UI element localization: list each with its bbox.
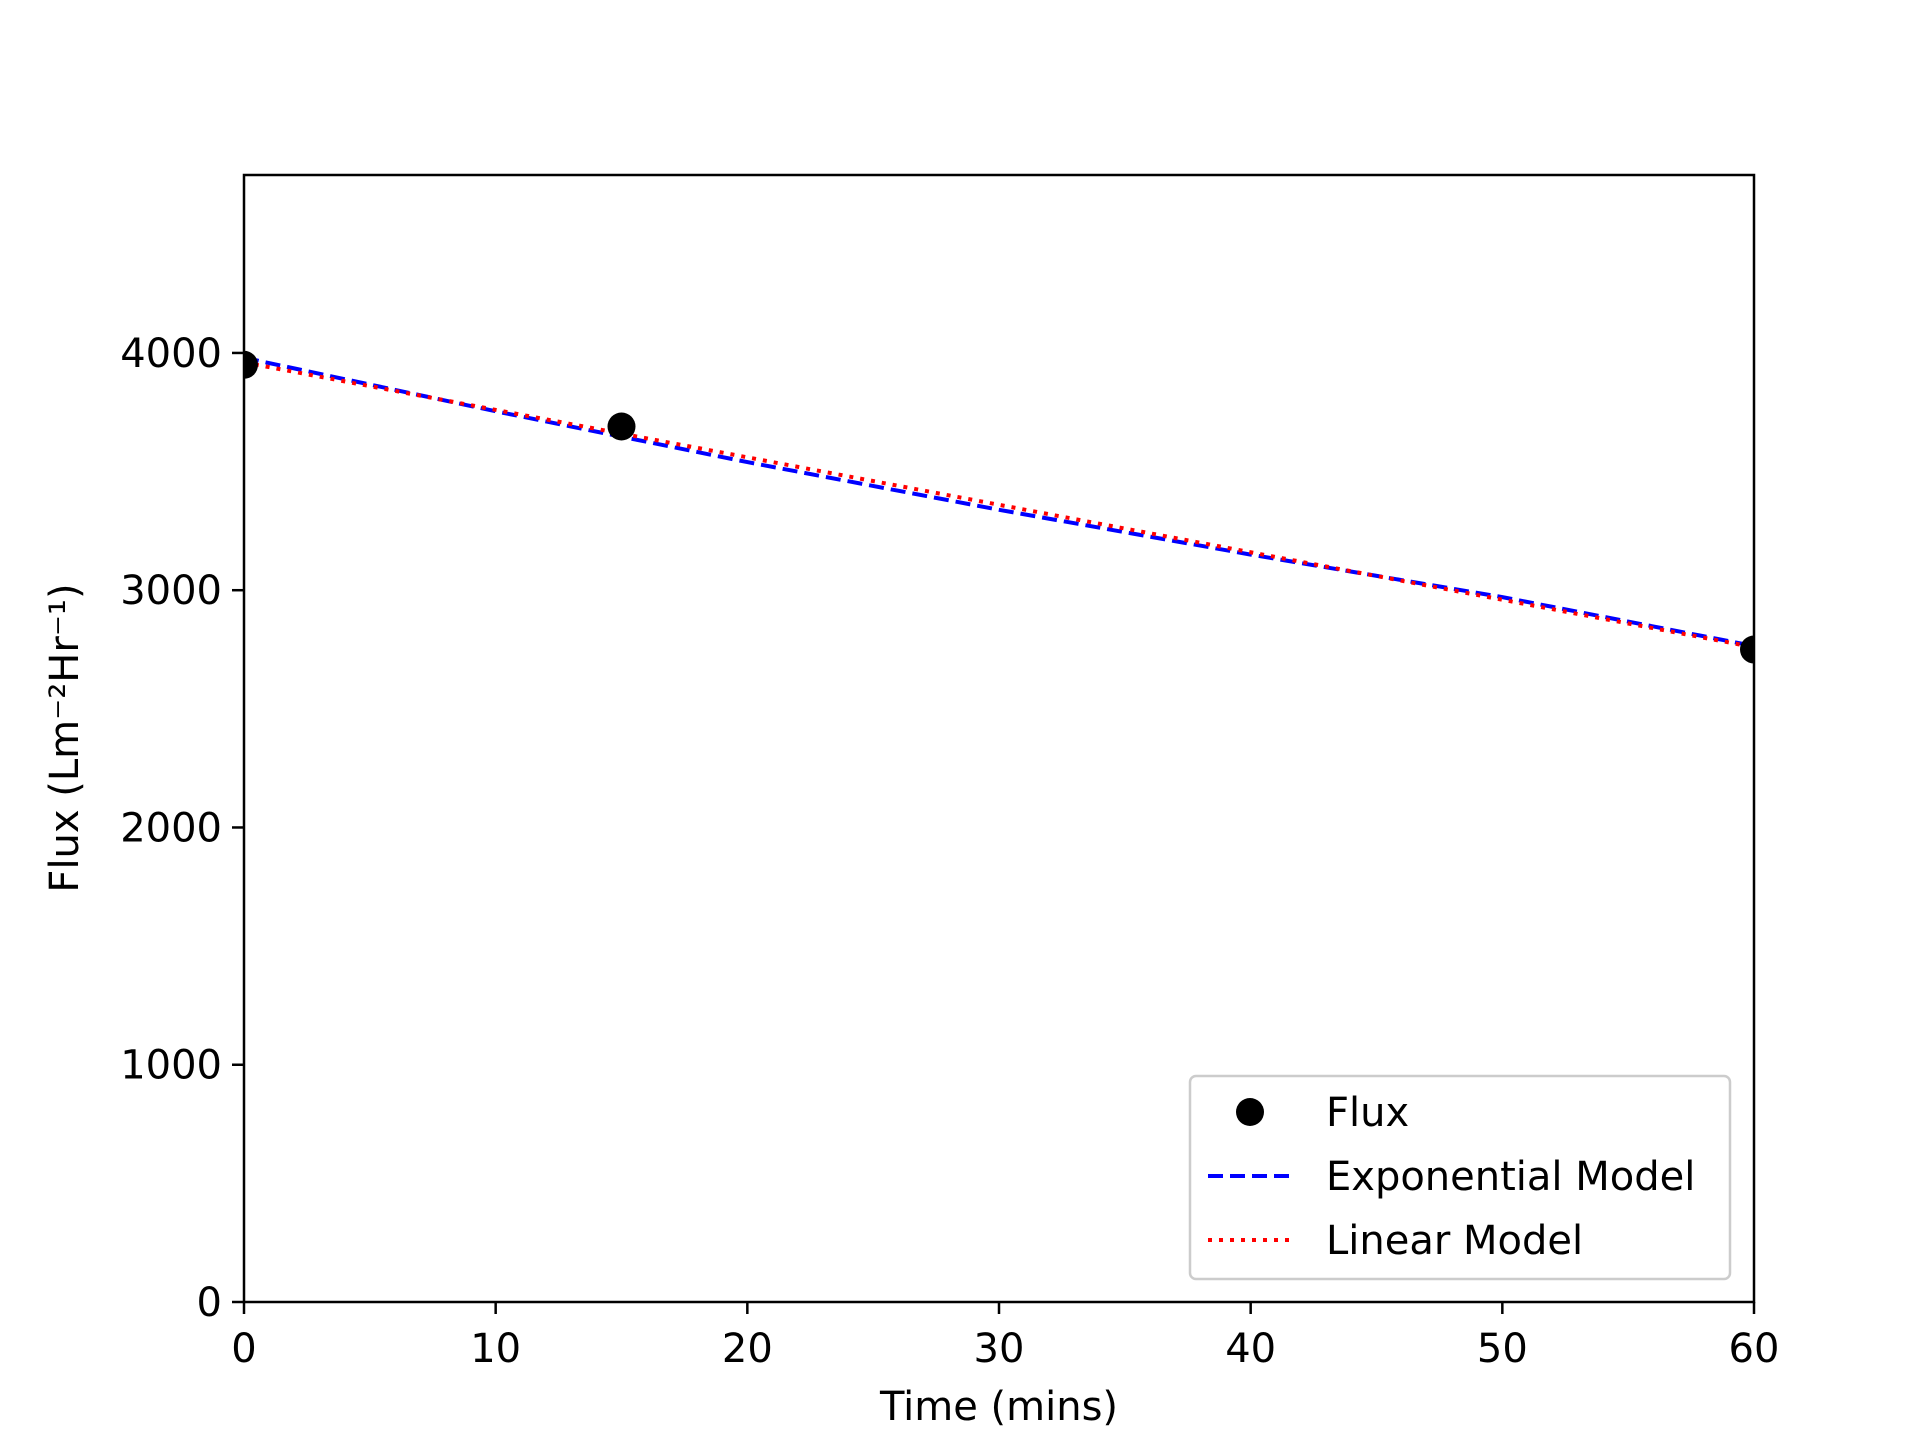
flux-point xyxy=(244,350,258,379)
x-axis-title: Time (mins) xyxy=(879,1384,1118,1430)
flux-point xyxy=(607,412,636,441)
x-tick-label: 30 xyxy=(974,1326,1025,1372)
x-tick-label: 60 xyxy=(1729,1326,1780,1372)
y-axis-title: Flux (Lm⁻²Hr⁻¹) xyxy=(42,583,88,892)
legend-box xyxy=(1188,1074,1732,1281)
x-tick-label: 10 xyxy=(470,1326,521,1372)
x-tick-label: 20 xyxy=(722,1326,773,1372)
legend-label-flux: Flux xyxy=(1326,1090,1409,1136)
linear-model-line xyxy=(244,360,1754,650)
y-axis: 0 1000 2000 3000 4000 xyxy=(120,331,244,1326)
x-tick-label: 50 xyxy=(1477,1326,1528,1372)
y-tick-label: 1000 xyxy=(120,1043,222,1089)
y-tick-label: 2000 xyxy=(120,805,222,851)
exponential-model-line xyxy=(244,355,1754,648)
legend-label-exponential: Exponential Model xyxy=(1326,1154,1695,1200)
x-tick-label: 0 xyxy=(231,1326,256,1372)
legend-flux-marker xyxy=(1236,1098,1264,1126)
x-axis: 0 10 20 30 40 50 60 xyxy=(231,1302,1779,1372)
series-layer xyxy=(244,350,1754,664)
x-tick-label: 40 xyxy=(1225,1326,1276,1372)
y-tick-label: 0 xyxy=(197,1280,222,1326)
flux-point xyxy=(1740,635,1754,664)
legend: Flux Exponential Model Linear Model xyxy=(1188,1074,1732,1281)
legend-label-linear: Linear Model xyxy=(1326,1218,1583,1264)
y-tick-label: 3000 xyxy=(120,568,222,614)
y-tick-label: 4000 xyxy=(120,331,222,377)
